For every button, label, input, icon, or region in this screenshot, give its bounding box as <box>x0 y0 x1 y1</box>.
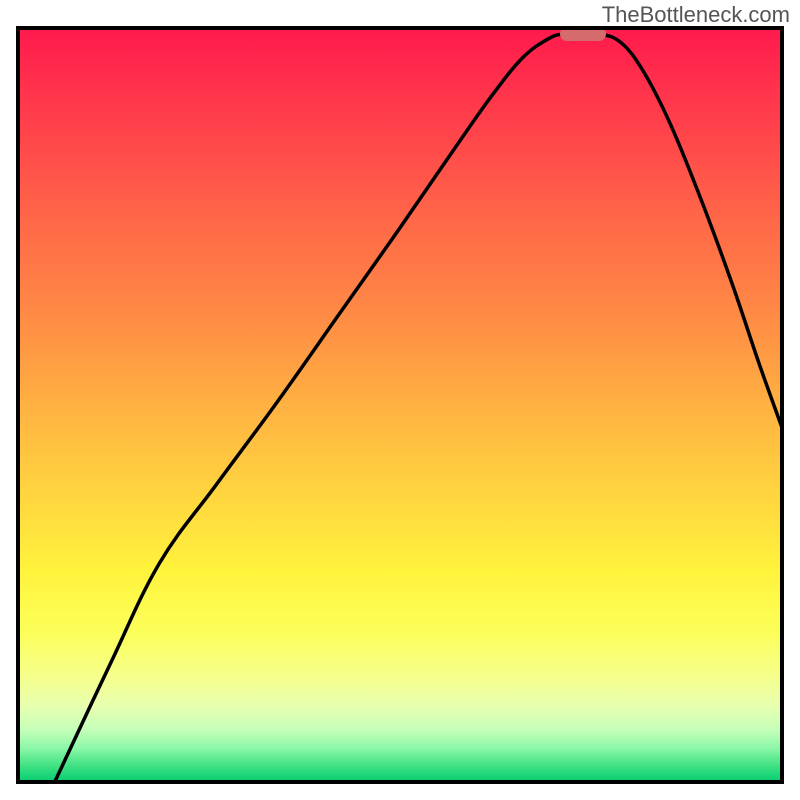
optimal-point-marker <box>560 27 606 41</box>
chart-background-gradient <box>18 28 782 782</box>
watermark-text: TheBottleneck.com <box>602 2 790 28</box>
bottleneck-chart: TheBottleneck.com <box>0 0 800 800</box>
